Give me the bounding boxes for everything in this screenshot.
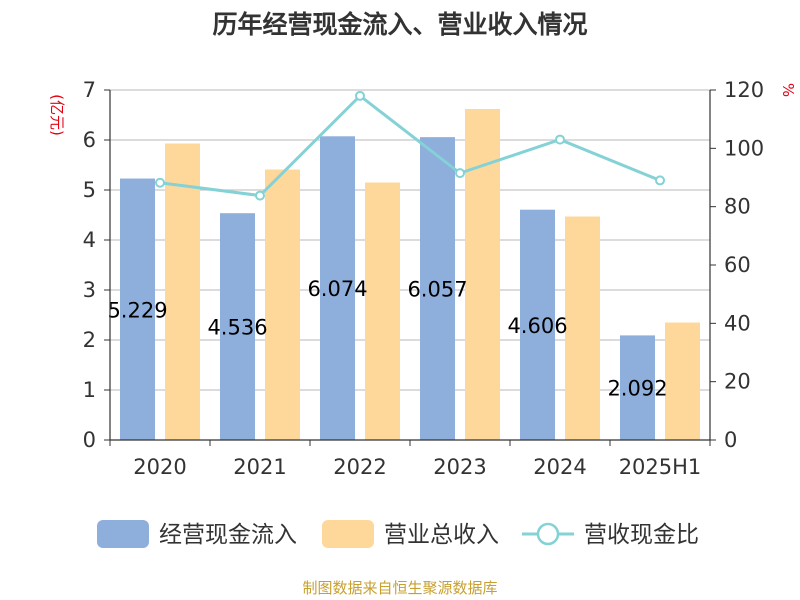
legend-marker [536, 522, 560, 546]
bar-cash-inflow [620, 335, 655, 440]
data-label: 4.536 [207, 316, 267, 340]
right-tick-label: 100 [724, 136, 764, 160]
bar-series [120, 109, 700, 441]
right-tick-label: 120 [724, 78, 764, 102]
bar-revenue [265, 169, 300, 440]
ratio-point [355, 90, 365, 101]
right-tick-label: 80 [724, 195, 751, 219]
legend-label: 营业总收入 [384, 522, 499, 548]
ratio-line [159, 93, 661, 198]
right-tick-label: 60 [724, 253, 751, 277]
x-tick-label: 2025H1 [619, 455, 702, 479]
bar-revenue [365, 182, 400, 440]
ratio-point [155, 177, 165, 188]
right-tick-label: 0 [724, 428, 737, 452]
bar-cash-inflow [220, 213, 255, 440]
left-axis-unit: (亿元) [48, 94, 66, 136]
left-tick-label: 6 [83, 128, 96, 152]
left-tick-label: 5 [83, 178, 96, 202]
left-tick-label: 3 [83, 278, 96, 302]
legend-swatch [97, 520, 149, 548]
bar-revenue [665, 322, 700, 440]
data-label: 6.057 [407, 278, 467, 302]
left-tick-label: 1 [83, 378, 96, 402]
legend-label: 经营现金流入 [159, 522, 297, 548]
right-tick-label: 40 [724, 311, 751, 335]
x-axis-ticks: 2020 2021 2022 2023 2024 2025H1 [109, 440, 711, 479]
right-tick-label: 20 [724, 370, 751, 394]
chart-title: 历年经营现金流入、营业收入情况 [212, 10, 587, 39]
x-tick-label: 2022 [333, 455, 386, 479]
data-labels: 5.229 4.536 6.074 6.057 4.606 2.092 [107, 277, 667, 401]
line-series [155, 90, 665, 201]
legend-label: 营收现金比 [584, 522, 699, 548]
data-label: 4.606 [507, 314, 567, 338]
left-axis-ticks: 0 1 2 3 4 5 6 7 [83, 78, 110, 452]
right-axis-ticks: 0 20 40 60 80 100 120 [710, 78, 764, 452]
x-tick-label: 2023 [433, 455, 486, 479]
left-tick-label: 2 [83, 328, 96, 352]
legend: 经营现金流入 营业总收入 营收现金比 [97, 520, 699, 548]
left-tick-label: 0 [83, 428, 96, 452]
data-label: 5.229 [107, 298, 167, 322]
ratio-point [655, 175, 665, 186]
right-axis-unit: % [779, 83, 797, 97]
bar-cash-inflow [120, 178, 155, 441]
ratio-point [255, 190, 265, 201]
bar-revenue [165, 143, 200, 440]
left-tick-label: 4 [83, 228, 96, 252]
x-tick-label: 2024 [533, 455, 586, 479]
x-tick-label: 2021 [233, 455, 286, 479]
bar-cash-inflow [520, 209, 555, 440]
bar-revenue [565, 216, 600, 440]
bar-revenue [465, 109, 500, 440]
data-label: 2.092 [607, 377, 667, 401]
left-tick-label: 7 [83, 78, 96, 102]
bar-cash-inflow [420, 137, 455, 440]
x-tick-label: 2020 [133, 455, 186, 479]
data-label: 6.074 [307, 277, 367, 301]
bar-cash-inflow [320, 136, 355, 441]
ratio-point [455, 168, 465, 179]
legend-swatch [322, 520, 374, 548]
ratio-point [555, 134, 565, 145]
source-note: 制图数据来自恒生聚源数据库 [302, 579, 497, 597]
